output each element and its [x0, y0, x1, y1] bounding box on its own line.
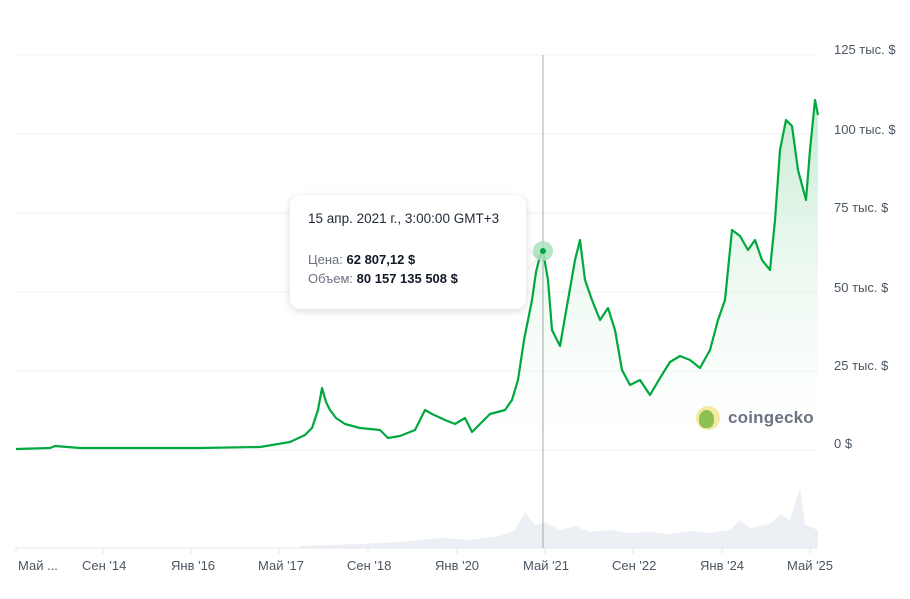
- volume-bars: [16, 488, 818, 548]
- x-label-sep-22: Сен '22: [612, 558, 657, 573]
- y-label-100k: 100 тыс. $: [834, 122, 896, 137]
- x-label-jan-16: Янв '16: [171, 558, 216, 573]
- tooltip-volume-value: 80 157 135 508 $: [356, 271, 458, 286]
- tooltip-price-value: 62 807,12 $: [346, 252, 416, 267]
- coingecko-gecko-icon: [696, 406, 720, 430]
- x-label-jan-24: Янв '24: [700, 558, 745, 573]
- x-label-jan-20: Янв '20: [435, 558, 480, 573]
- x-label-may-13: Май ...: [18, 558, 58, 573]
- price-line: [15, 98, 820, 451]
- price-area-fill: [16, 100, 818, 450]
- tooltip-volume-label: Объем:: [308, 271, 354, 286]
- tooltip-price-label: Цена:: [308, 252, 343, 267]
- y-label-25k: 25 тыс. $: [834, 358, 889, 373]
- y-label-75k: 75 тыс. $: [834, 200, 889, 215]
- y-label-50k: 50 тыс. $: [834, 280, 889, 295]
- tooltip-price-row: Цена: 62 807,12 $: [308, 252, 508, 267]
- x-label-may-21: Май '21: [523, 558, 570, 573]
- coingecko-watermark: coingecko: [696, 406, 814, 430]
- x-axis-ticks: [15, 548, 811, 554]
- tooltip-volume-row: Объем: 80 157 135 508 $: [308, 271, 508, 286]
- x-label-may-25: Май '25: [787, 558, 834, 573]
- hover-point[interactable]: [540, 248, 546, 254]
- x-label-sep-14: Сен '14: [82, 558, 127, 573]
- coingecko-wordmark: coingecko: [728, 408, 814, 427]
- y-label-0: 0 $: [834, 436, 853, 451]
- x-label-sep-18: Сен '18: [347, 558, 392, 573]
- tooltip-date: 15 апр. 2021 г., 3:00:00 GMT+3: [308, 211, 500, 226]
- y-label-125k: 125 тыс. $: [834, 42, 896, 57]
- x-label-may-17: Май '17: [258, 558, 305, 573]
- price-tooltip: 15 апр. 2021 г., 3:00:00 GMT+3 Цена: 62 …: [290, 195, 526, 309]
